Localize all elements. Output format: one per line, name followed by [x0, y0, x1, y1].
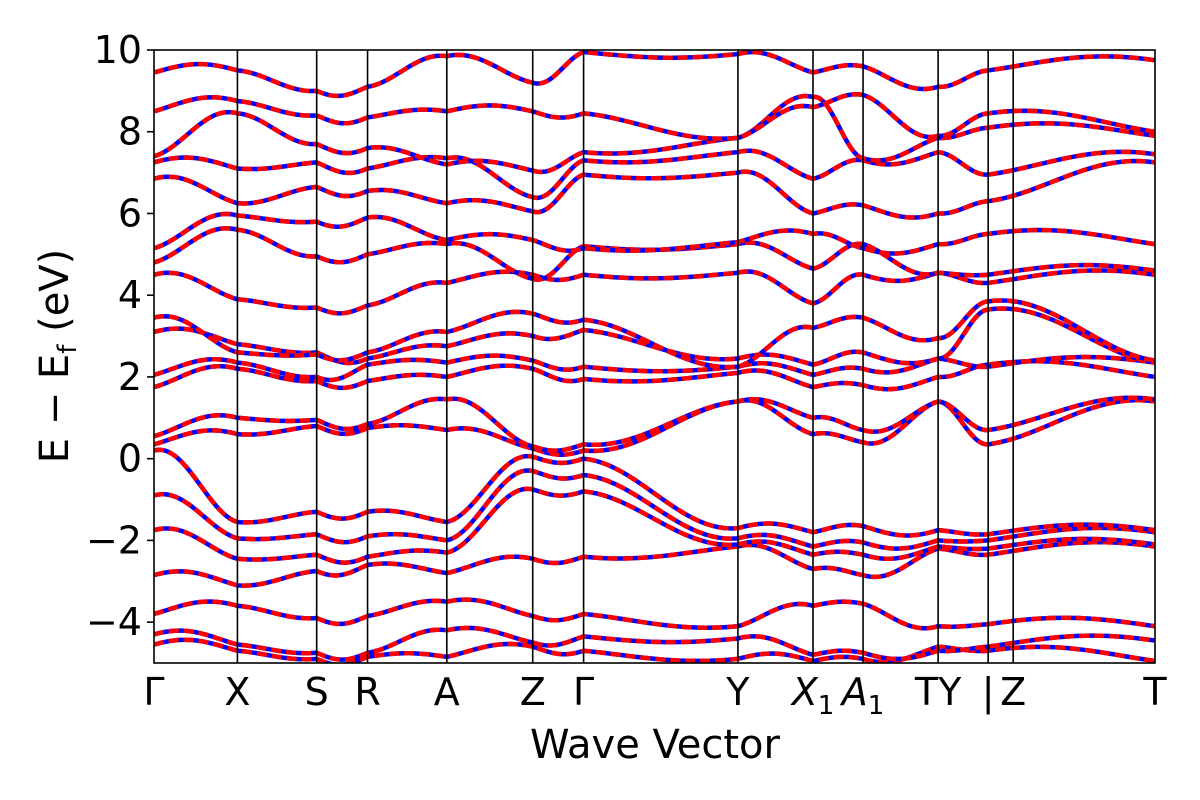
x-tick-label: Γ [573, 670, 594, 714]
kpath-lines [236, 50, 1014, 663]
band-line-red [154, 158, 1155, 220]
y-axis-label: E − Ef (eV) [32, 249, 83, 464]
y-tick-label: −4 [86, 600, 142, 644]
band-line-red [154, 353, 1155, 383]
x-axis: Γ X S R A Z Γ Y X1 A1 TY | Z T [143, 670, 1167, 721]
bands-layer [154, 50, 1155, 663]
y-tick-label: 2 [118, 355, 142, 399]
x-tick-label: A1 [839, 670, 885, 721]
y-tick-label: 6 [118, 191, 142, 235]
x-tick-label: | [982, 670, 995, 715]
x-tick-label: S [305, 670, 329, 714]
band-line-blue [154, 226, 1155, 282]
y-tick-label: 0 [118, 437, 142, 481]
x-tick-label: Z [520, 670, 546, 714]
x-axis-label: Wave Vector [530, 722, 781, 768]
band-line-blue [154, 539, 1155, 588]
band-line-red [154, 92, 1155, 141]
y-tick-label: 8 [118, 110, 142, 154]
band-line-red [154, 597, 1155, 631]
y-tick-label: 4 [118, 273, 142, 317]
x-tick-label: TY [914, 670, 962, 714]
plot-frame [153, 49, 1156, 664]
x-tick-label: R [354, 670, 380, 714]
band-line-red [154, 539, 1155, 588]
x-tick-label: Z [1000, 670, 1026, 714]
x-tick-label: Y [725, 670, 750, 714]
x-tick-label: Γ [143, 670, 164, 714]
x-tick-label: X1 [790, 670, 835, 721]
x-tick-label: X [224, 670, 250, 714]
x-tick-label: T [1142, 670, 1167, 714]
y-axis: 10 8 6 4 2 0 −2 −4 [86, 28, 154, 644]
y-tick-label: 10 [94, 28, 142, 72]
y-tick-label: −2 [86, 518, 142, 562]
band-line-red [154, 50, 1155, 99]
band-line-red [154, 447, 1155, 538]
band-line-red [154, 625, 1155, 662]
x-tick-label: A [434, 670, 460, 714]
